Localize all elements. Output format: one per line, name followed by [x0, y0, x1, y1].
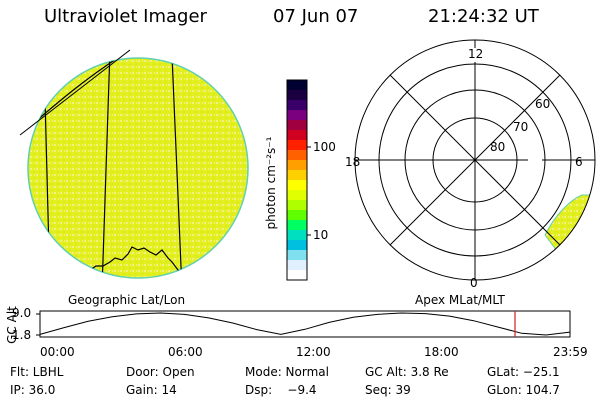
status-filter: Flt: LBHL: [10, 365, 64, 379]
colorbar-unit-label: photon cm⁻²s⁻¹: [264, 136, 278, 230]
colorbar-swatch: [287, 90, 307, 101]
lon-line-2: [101, 58, 111, 278]
colorbar-swatch: [287, 140, 307, 151]
polar-plot: [354, 39, 596, 281]
header-date: 07 Jun 07: [273, 6, 359, 27]
polar-caption: Apex MLat/MLT: [415, 293, 505, 307]
mlt-label-12: 12: [468, 47, 484, 61]
colorbar-swatch: [287, 120, 307, 131]
status-seq: Seq: 39: [365, 383, 411, 397]
status-ip: IP: 36.0: [10, 383, 56, 397]
emission-patch: [544, 194, 595, 261]
geographic-image: [19, 49, 249, 279]
timeline-ytick-min: 1.8: [12, 328, 32, 342]
colorbar-swatch: [287, 80, 307, 91]
colorbar-swatch: [287, 250, 307, 261]
colorbar-swatch: [287, 160, 307, 171]
timeline-ytick-max: 9.0: [12, 306, 32, 320]
colorbar-swatch: [287, 180, 307, 191]
coastline: [79, 246, 183, 277]
mlat-label-70: 70: [513, 120, 529, 134]
colorbar-swatch: [287, 100, 307, 111]
header-time: 21:24:32 UT: [428, 6, 539, 27]
timeline-xtick-0000: 00:00: [40, 345, 75, 359]
colorbar-swatch: [287, 270, 307, 281]
timeline-frame: [39, 310, 571, 338]
uv-disk: [27, 57, 249, 279]
status-glon: GLon: 104.7: [487, 383, 560, 397]
timeline-xtick-1800: 18:00: [424, 345, 459, 359]
mlat-label-60: 60: [535, 97, 551, 111]
colorbar-tick-10: 10: [313, 228, 329, 242]
mlat-label-80: 80: [490, 140, 506, 154]
colorbar-swatch: [287, 240, 307, 251]
colorbar-swatch: [287, 110, 307, 121]
timeline-xtick-1200: 12:00: [296, 345, 331, 359]
colorbar-swatch: [287, 200, 307, 211]
colorbar-swatch: [287, 190, 307, 201]
colorbar: [286, 79, 311, 281]
altitude-curve: [39, 312, 571, 336]
polar-diagonal-2: [389, 74, 561, 246]
colorbar-swatch: [287, 130, 307, 141]
colorbar-swatch: [287, 230, 307, 241]
timeline-xtick-0600: 06:00: [168, 345, 203, 359]
status-door: Door: Open: [126, 365, 195, 379]
timeline-xtick-2359: 23:59: [553, 345, 588, 359]
status-mode: Mode: Normal: [245, 365, 329, 379]
status-dsp: Dsp: −9.4: [245, 383, 317, 397]
instrument-title: Ultraviolet Imager: [44, 6, 207, 27]
colorbar-swatch: [287, 150, 307, 161]
altitude-timeline: [36, 310, 571, 338]
geographic-caption: Geographic Lat/Lon: [68, 293, 186, 307]
mlt-label-0: 0: [470, 276, 478, 290]
colorbar-swatch: [287, 260, 307, 271]
status-gain: Gain: 14: [126, 383, 177, 397]
colorbar-swatch: [287, 210, 307, 221]
mlt-label-18: 18: [345, 155, 361, 169]
mlt-label-6: 6: [575, 155, 583, 169]
status-glat: GLat: −25.1: [487, 365, 560, 379]
lon-line-3: [171, 58, 183, 278]
orbit-track-line: [19, 49, 131, 136]
colorbar-swatch: [287, 220, 307, 231]
colorbar-tick-100: 100: [313, 140, 336, 154]
colorbar-swatch: [287, 170, 307, 181]
status-gc-alt: GC Alt: 3.8 Re: [365, 365, 449, 379]
colorbar-frame: [286, 79, 308, 281]
